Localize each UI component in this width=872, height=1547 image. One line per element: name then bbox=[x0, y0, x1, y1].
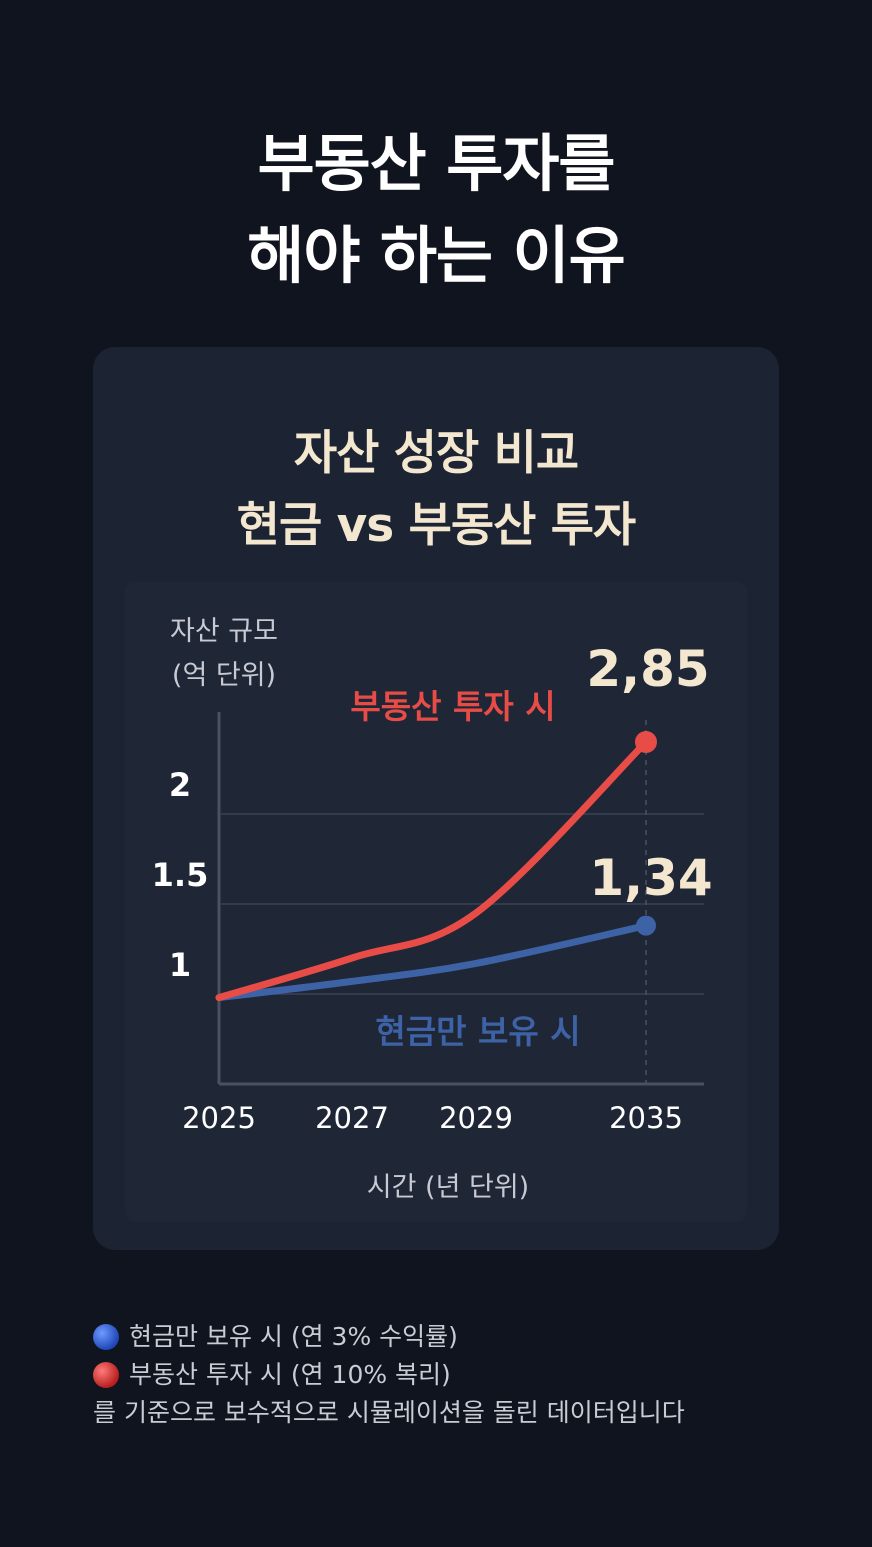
page-title: 부동산 투자를 해야 하는 이유 bbox=[0, 118, 872, 302]
chart-title-line2: 현금 vs 부동산 투자 bbox=[236, 498, 636, 553]
y-tick-label: 1 bbox=[169, 946, 191, 984]
y-tick-label: 1.5 bbox=[152, 856, 209, 894]
series-line-cash bbox=[215, 922, 650, 1002]
series-label-real-estate: 부동산 투자 시 bbox=[350, 687, 555, 726]
footer-line-cash: 현금만 보유 시 (연 3% 수익률) bbox=[93, 1318, 853, 1356]
footer-text-real-estate: 부동산 투자 시 (연 10% 복리) bbox=[129, 1360, 451, 1389]
series-label-cash: 현금만 보유 시 bbox=[375, 1012, 580, 1051]
x-tick-label: 2025 bbox=[182, 1101, 256, 1135]
end-value-label-real-estate: 2,85 bbox=[586, 640, 709, 698]
x-tick-label: 2029 bbox=[439, 1101, 513, 1135]
footer-text-cash: 현금만 보유 시 (연 3% 수익률) bbox=[129, 1322, 458, 1351]
end-value-label-cash: 1,34 bbox=[589, 849, 712, 907]
x-tick-label: 2035 bbox=[609, 1101, 683, 1135]
x-axis-title: 시간 (년 단위) bbox=[367, 1172, 529, 1203]
blue-circle-icon bbox=[93, 1324, 119, 1350]
y-tick-label: 2 bbox=[169, 766, 191, 804]
y-axis-title-line1: 자산 규모 bbox=[170, 616, 278, 647]
series-end-point-real-estate bbox=[635, 731, 657, 753]
footer-line-note: 를 기준으로 보수적으로 시뮬레이션을 돌린 데이터입니다 bbox=[93, 1394, 853, 1432]
footer-line-real-estate: 부동산 투자 시 (연 10% 복리) bbox=[93, 1356, 853, 1394]
footer-notes: 현금만 보유 시 (연 3% 수익률) 부동산 투자 시 (연 10% 복리) … bbox=[93, 1318, 853, 1432]
footer-text-note: 를 기준으로 보수적으로 시뮬레이션을 돌린 데이터입니다 bbox=[93, 1398, 685, 1427]
gridlines bbox=[221, 813, 704, 995]
plot-area-background bbox=[125, 582, 747, 1222]
red-circle-icon bbox=[93, 1362, 119, 1388]
chart-title-line1: 자산 성장 비교 bbox=[293, 426, 579, 481]
y-axis-title-line2: (억 단위) bbox=[172, 660, 276, 691]
series-line-real-estate bbox=[215, 738, 650, 1002]
page-title-line2: 해야 하는 이유 bbox=[247, 219, 625, 292]
x-tick-label: 2027 bbox=[315, 1101, 389, 1135]
chart-title: 자산 성장 비교 현금 vs 부동산 투자 bbox=[0, 418, 872, 562]
series-end-point-cash bbox=[636, 915, 656, 936]
page-title-line1: 부동산 투자를 bbox=[257, 127, 616, 200]
